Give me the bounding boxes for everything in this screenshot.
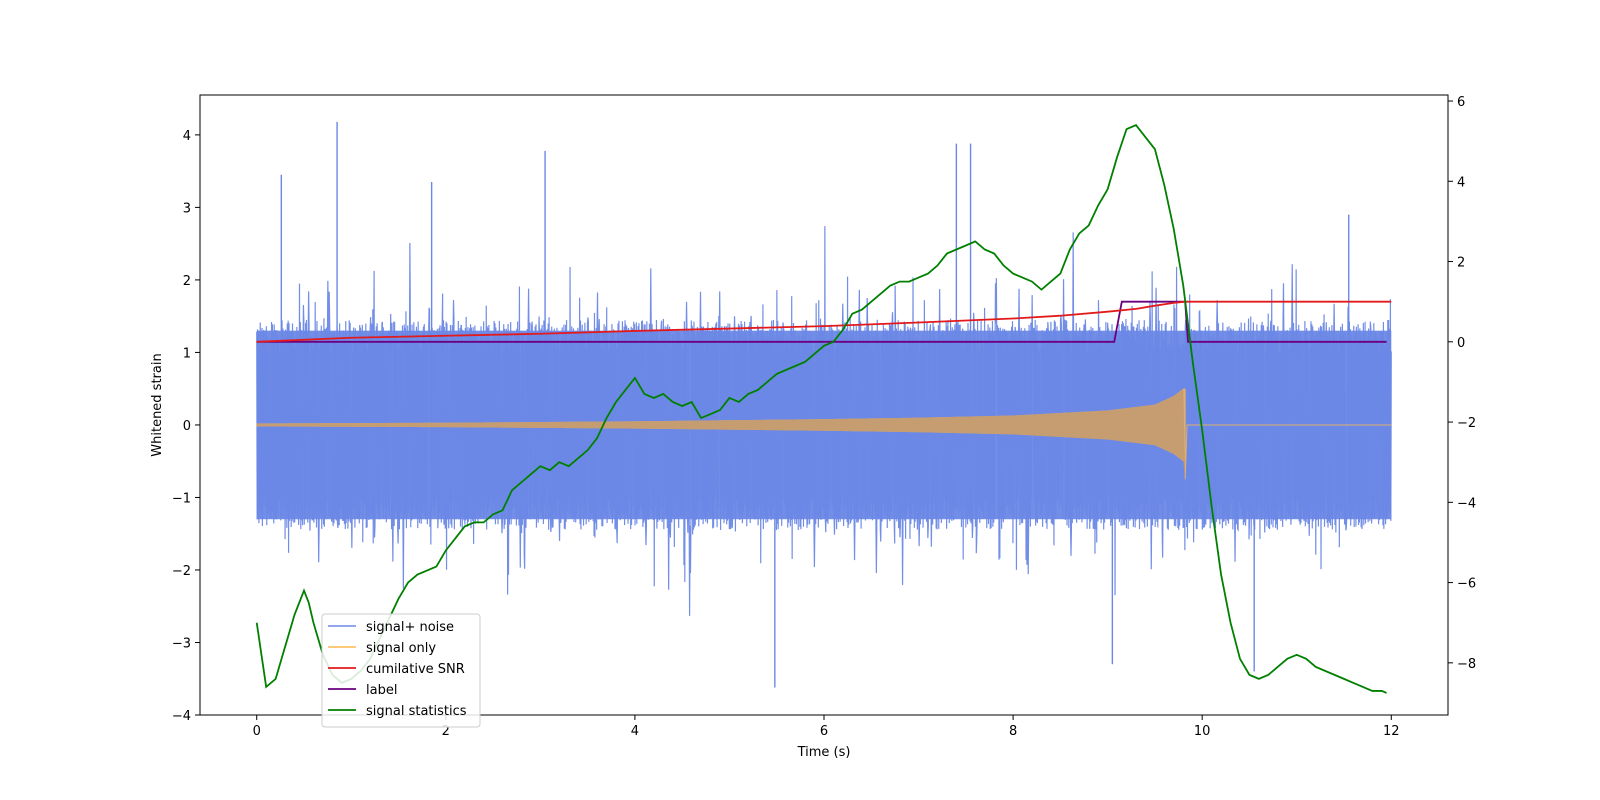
y-tick-label: 3 bbox=[183, 201, 191, 216]
signal-only-envelope bbox=[256, 388, 1186, 480]
y2-tick-label: 6 bbox=[1457, 95, 1465, 110]
y2-tick-label: 0 bbox=[1457, 336, 1465, 351]
x-tick-label: 12 bbox=[1383, 724, 1400, 739]
x-tick-label: 0 bbox=[253, 724, 261, 739]
y-tick-label: 4 bbox=[183, 129, 191, 144]
x-tick-label: 6 bbox=[820, 724, 828, 739]
legend-label-signal-only: signal only bbox=[366, 641, 436, 656]
legend-label-signal-noise: signal+ noise bbox=[366, 620, 454, 635]
x-tick-label: 2 bbox=[442, 724, 450, 739]
y2-tick-label: 2 bbox=[1457, 256, 1465, 271]
y2-tick-label: −2 bbox=[1457, 416, 1476, 431]
y-tick-label: −2 bbox=[172, 564, 191, 579]
signal-noise-line bbox=[256, 226, 1392, 616]
legend-label-label: label bbox=[366, 683, 397, 698]
y-tick-label: −3 bbox=[172, 636, 191, 651]
y2-tick-label: 4 bbox=[1457, 175, 1465, 190]
y-tick-label: 2 bbox=[183, 274, 191, 289]
series-label-line bbox=[256, 300, 1387, 343]
legend-label-cumilative-snr: cumilative SNR bbox=[366, 662, 465, 677]
y-tick-label: 0 bbox=[183, 419, 191, 434]
y-tick-label: −4 bbox=[172, 709, 191, 724]
y2-tick-label: −6 bbox=[1457, 577, 1476, 592]
x-axis-label: Time (s) bbox=[797, 745, 851, 760]
x-tick-label: 4 bbox=[631, 724, 639, 739]
y-axis-label: Whitened strain bbox=[150, 353, 165, 456]
legend-label-signal-statistics: signal statistics bbox=[366, 704, 467, 719]
y2-tick-label: −8 bbox=[1457, 657, 1476, 672]
x-tick-label: 10 bbox=[1194, 724, 1211, 739]
y2-tick-label: −4 bbox=[1457, 496, 1476, 511]
x-tick-label: 8 bbox=[1009, 724, 1017, 739]
y-tick-label: −1 bbox=[172, 491, 191, 506]
series-signal-only bbox=[256, 388, 1392, 480]
series-cumulative-snr-line bbox=[256, 300, 1392, 343]
legend-box bbox=[321, 613, 481, 728]
series-signal-statistics-line bbox=[255, 124, 1387, 694]
y-tick-label: 1 bbox=[183, 346, 191, 361]
